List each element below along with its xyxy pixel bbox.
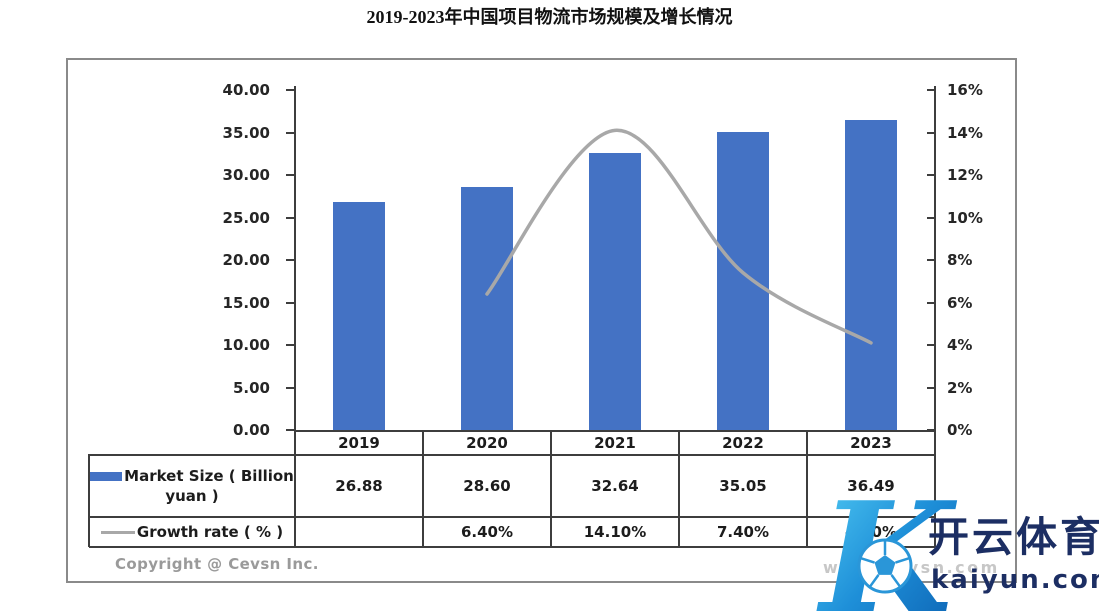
line-series-swatch-icon [100,531,135,534]
y-axis-left-tick [286,89,294,91]
market-size-bar [589,152,641,430]
growth-rate-value-cell [295,518,423,546]
y-axis-left-label: 20.00 [222,251,270,269]
y-axis-right-label: 16% [947,81,983,99]
y-axis-right-tick [927,429,935,431]
year-header-cell: 2023 [850,434,892,452]
table-vertical-border [550,430,552,547]
y-axis-right-tick [927,386,935,389]
y-axis-left-label: 5.00 [232,378,270,397]
market-size-value-cell: 32.64 [591,477,639,495]
chart-figure: 0.00 5.00 10.00 15.00 20.00 25.00 30.00 35.00 40… [66,58,1017,583]
market-size-bar [845,119,897,430]
table-vertical-border [422,430,424,547]
y-axis-right-label: 4% [947,336,973,354]
y-axis-right-tick [927,89,935,91]
y-axis-left-label: 0.00 [232,421,270,439]
y-axis-left-tick [286,429,294,431]
year-header-cell: 2020 [466,434,508,452]
x-axis [294,430,936,432]
y-axis-right-label: 8% [947,251,973,269]
y-axis-left-tick [286,301,294,304]
legend-growth-rate-label: Growth rate ( % ) [136,523,284,541]
legend-market-size: Market Size ( Billion yuan ) [89,455,295,517]
kaiyun-logo-icon: K [816,490,958,614]
y-axis-right-label: 14% [947,123,983,142]
chart-title: 2019-2023年中国项目物流市场规模及增长情况 [366,7,733,27]
watermark-brand-chinese: 开云体育 [928,513,1099,561]
table-horizontal-border [89,546,935,548]
y-axis-left-tick [286,259,294,261]
market-size-value-cell: 36.49 [847,477,895,495]
soccer-ball-icon [857,538,913,594]
y-axis-left-tick [286,131,294,134]
y-axis-left-label: 30.00 [222,166,270,184]
y-axis-right-tick [927,301,935,304]
table-horizontal-border [89,516,935,518]
y-axis-left-tick [286,386,294,389]
growth-rate-value-cell: 4.10% [844,523,898,541]
copyright-text: Copyright @ Cevsn Inc. [115,555,319,573]
y-axis-left [294,86,296,430]
y-axis-right [934,86,936,430]
table-vertical-border [678,430,680,547]
year-header-cell: 2021 [594,434,636,452]
watermark-brand-url: kaiyun.com [931,565,1099,595]
market-size-value-cell: 26.88 [335,477,383,495]
y-axis-left-tick [286,174,294,176]
y-axis-right-label: 2% [947,378,973,397]
market-size-value-cell: 28.60 [463,477,511,495]
y-axis-right-tick [927,131,935,134]
market-size-bar [333,201,385,430]
y-axis-right-tick [927,174,935,176]
y-axis-right-tick [927,259,935,261]
y-axis-left-tick [286,344,294,346]
y-axis-right-label: 0% [947,421,973,439]
growth-rate-value-cell: 6.40% [460,523,514,541]
y-axis-right-tick [927,216,935,219]
y-axis-left-label: 40.00 [222,81,270,99]
y-axis-left-tick [286,216,294,219]
y-axis-right-label: 6% [947,293,973,312]
bar-series-swatch-icon [90,472,123,481]
table-vertical-border [806,430,808,547]
table-vertical-border [88,454,90,547]
market-size-value-cell: 35.05 [719,477,767,495]
table-horizontal-border [89,454,935,456]
y-axis-right-label: 10% [947,208,983,227]
year-header-cell: 2022 [722,434,764,452]
legend-market-size-label: Market Size ( Billion yuan ) [124,467,294,505]
y-axis-left-label: 15.00 [222,293,270,312]
legend-growth-rate: Growth rate ( % ) [89,517,295,547]
table-vertical-border [934,430,936,547]
market-size-bar [461,186,513,430]
legend-market-size-line: Market Size ( Billion yuan ) [89,466,295,506]
table-vertical-border [294,430,296,547]
y-axis-left-label: 35.00 [222,123,270,142]
y-axis-right-tick [927,344,935,346]
legend-growth-rate-line: Growth rate ( % ) [89,522,295,542]
market-size-bar [717,132,769,430]
year-header-cell: 2019 [338,434,380,452]
growth-rate-value-cell: 14.10% [583,523,647,541]
growth-rate-value-cell: 7.40% [716,523,770,541]
y-axis-left-label: 10.00 [222,336,270,354]
y-axis-right-label: 12% [947,166,983,184]
y-axis-left-label: 25.00 [222,208,270,227]
